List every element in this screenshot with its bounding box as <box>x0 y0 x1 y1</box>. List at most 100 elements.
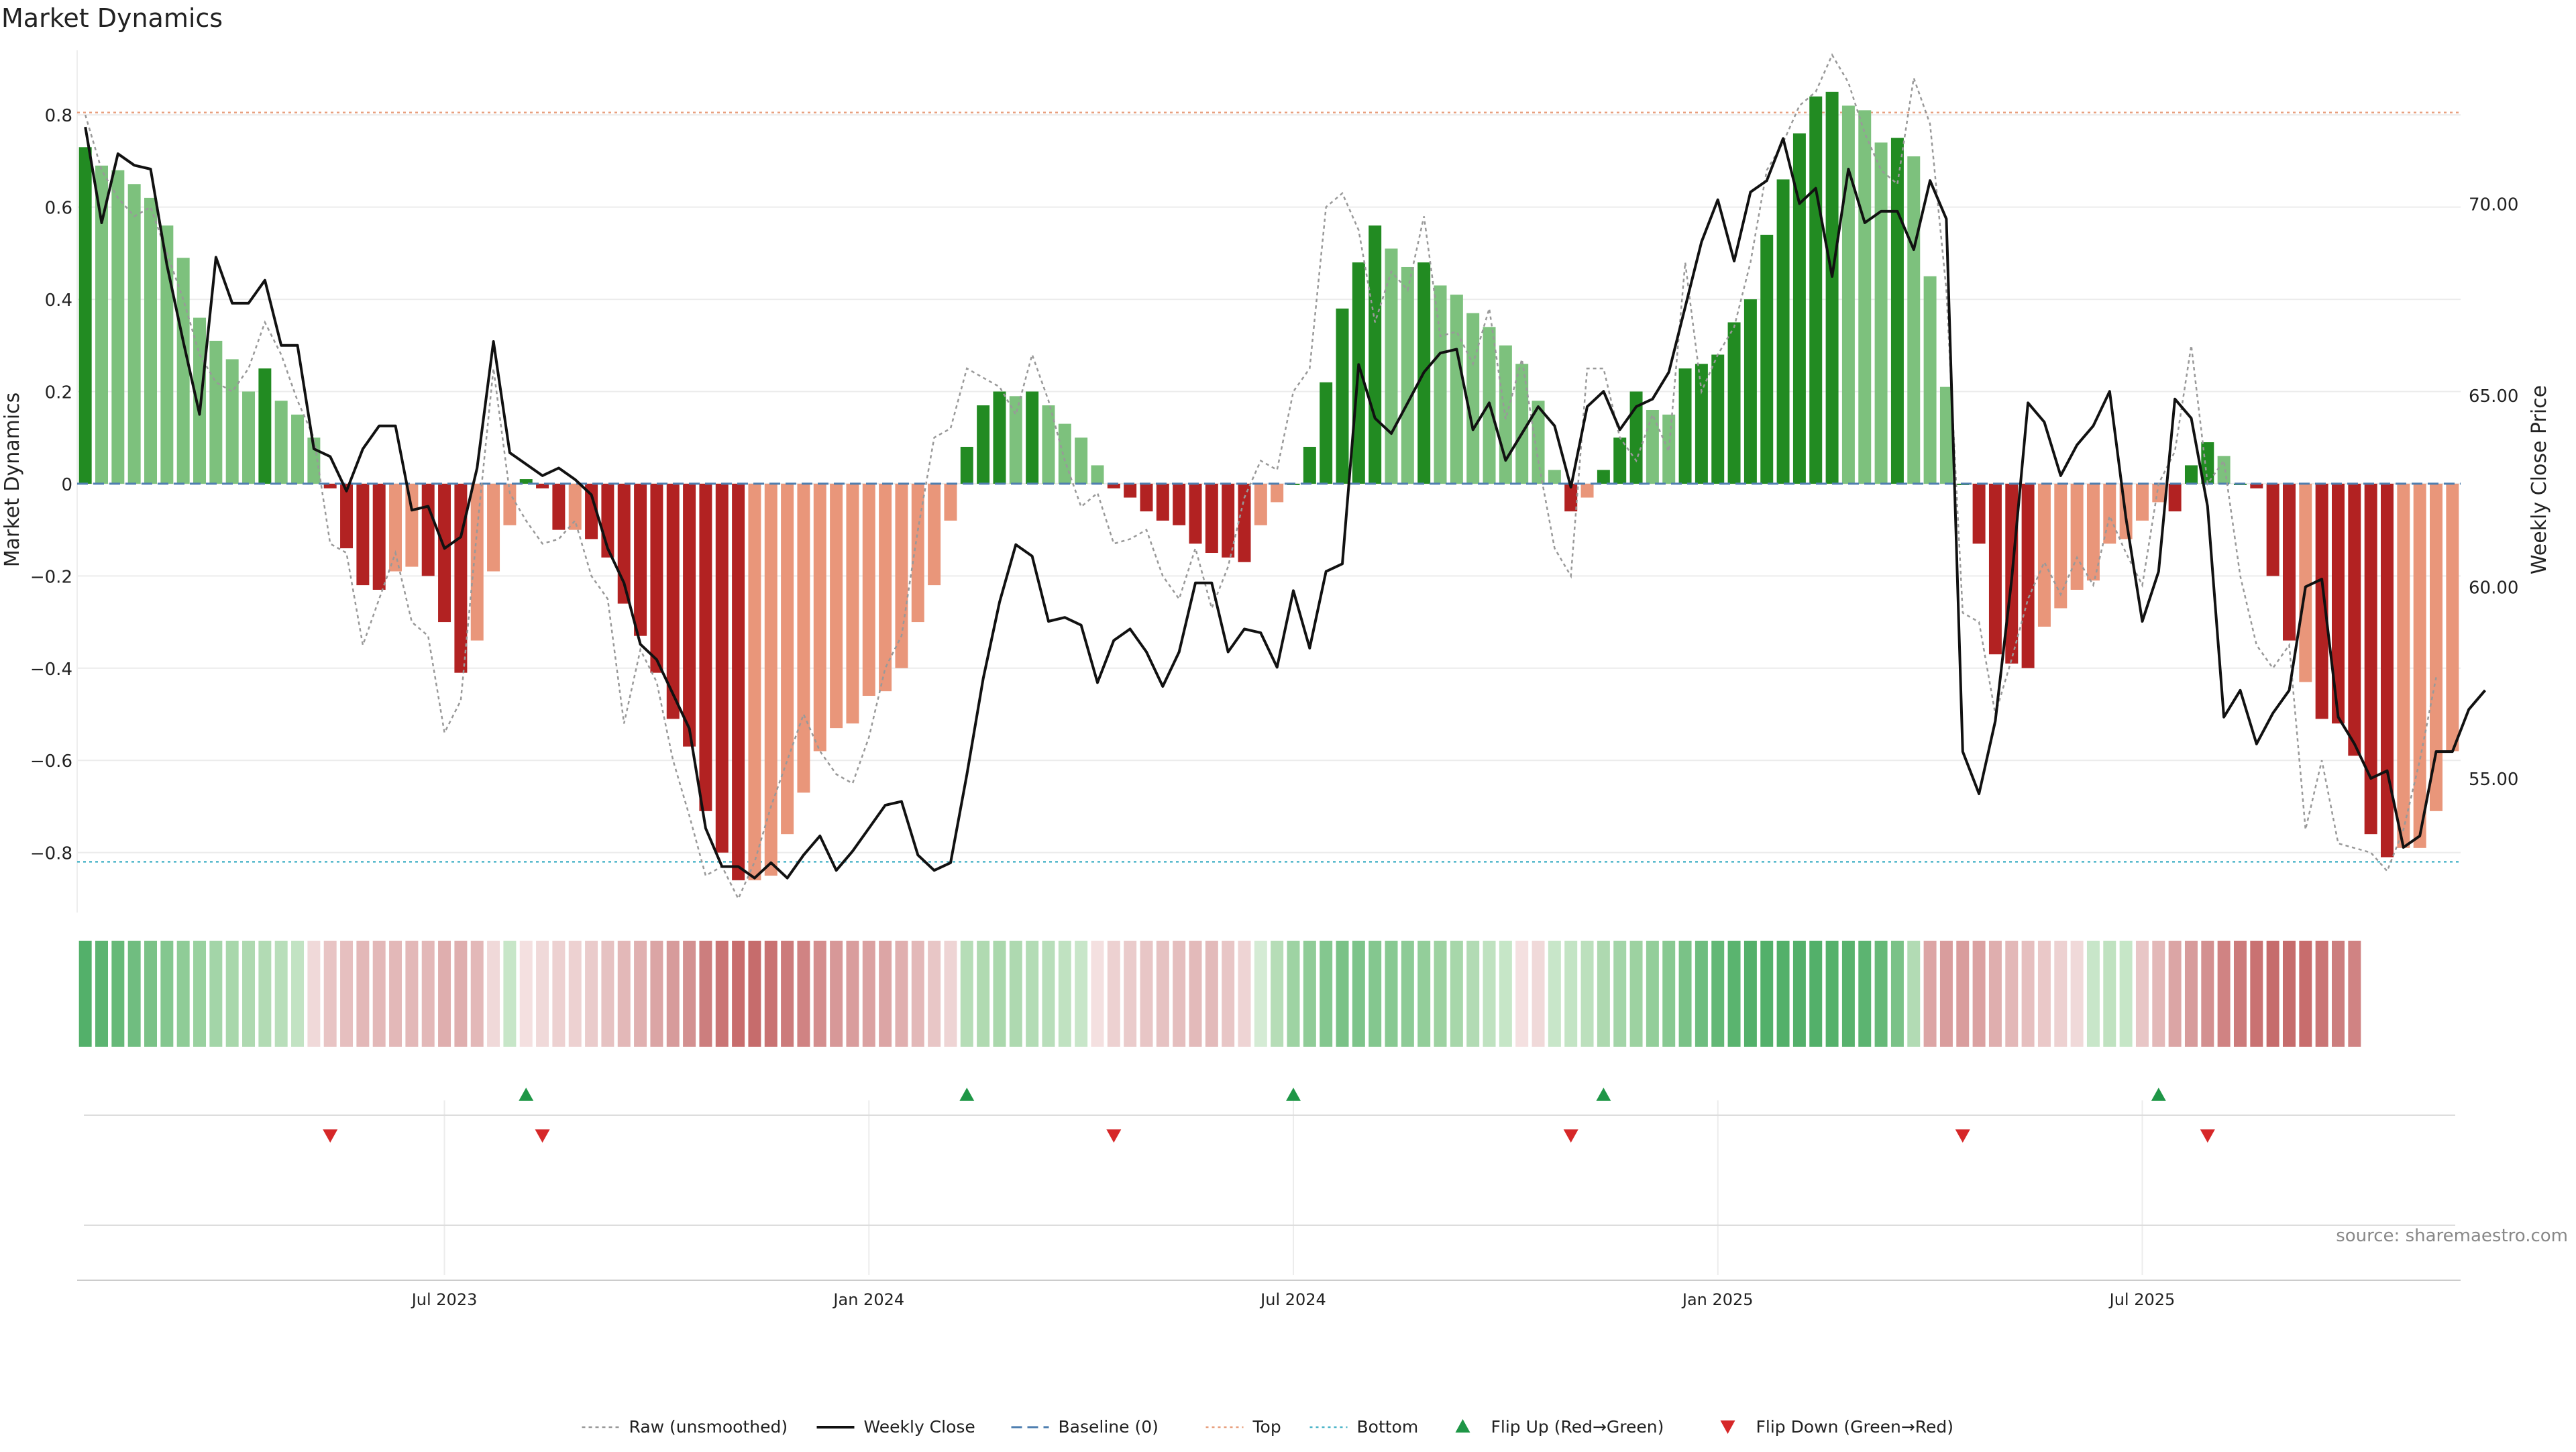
bars-layer <box>78 91 2459 880</box>
dynamics-bar <box>1695 364 1708 484</box>
dynamics-bar <box>454 483 468 673</box>
flip-down-marker <box>1106 1129 1122 1143</box>
heat-cell <box>1646 941 1659 1047</box>
heat-cell <box>1890 941 1904 1047</box>
dynamics-bar <box>1580 483 1594 498</box>
dynamics-bar <box>1646 409 1659 484</box>
heat-cell <box>1515 941 1529 1047</box>
dynamics-bar <box>862 483 875 696</box>
flip-up-marker <box>1286 1088 1301 1101</box>
dynamics-bar <box>1434 285 1447 484</box>
y-left-tick-label: 0.4 <box>45 291 72 311</box>
dynamics-bar <box>2021 483 2035 668</box>
heat-cell <box>1760 941 1774 1047</box>
heat-cell <box>291 941 305 1047</box>
dynamics-bar <box>666 483 680 719</box>
dynamics-bar <box>1515 364 1529 484</box>
legend-item-baseline: Baseline (0) <box>1011 1417 1159 1437</box>
heat-cell <box>111 941 125 1047</box>
heat-cell <box>2331 941 2345 1047</box>
x-tick-label: Jan 2025 <box>1681 1290 1754 1309</box>
y-left-tick-label: 0.8 <box>45 106 72 126</box>
heat-cell <box>209 941 223 1047</box>
heat-cell <box>1368 941 1382 1047</box>
dynamics-bar <box>2070 483 2084 590</box>
heat-cell <box>1792 941 1806 1047</box>
dynamics-bar <box>1205 483 1218 554</box>
dynamics-bar <box>438 483 451 623</box>
y-axis-left-label: Market Dynamics <box>1 393 24 568</box>
legend-label: Top <box>1252 1417 1281 1437</box>
dynamics-bar <box>503 483 517 525</box>
legend-item-raw: Raw (unsmoothed) <box>582 1417 788 1437</box>
dynamics-bar <box>2217 456 2231 484</box>
y-left-tick-label: 0.6 <box>45 199 72 219</box>
legend: Raw (unsmoothed) Weekly Close Baseline (0)… <box>582 1417 1953 1437</box>
dynamics-bar <box>2413 483 2426 848</box>
heat-cell <box>2168 941 2182 1047</box>
dynamics-bar <box>2266 483 2279 576</box>
heat-cell <box>1907 941 1921 1047</box>
tick-labels: 0.8 0.6 0.4 0.2 0 −0.2 −0.4 −0.6 −0.8 70.00 65.00 6… <box>30 106 2519 1309</box>
heat-cell <box>2266 941 2279 1047</box>
dynamics-bar <box>1091 465 1104 484</box>
heat-cell <box>1303 941 1316 1047</box>
dynamics-bar <box>2397 483 2410 848</box>
dynamics-bar <box>1629 391 1643 484</box>
dynamics-bar <box>1107 483 1120 488</box>
dynamics-bar <box>1303 446 1316 484</box>
legend-label: Baseline (0) <box>1059 1417 1159 1437</box>
heat-cell <box>1695 941 1708 1047</box>
dynamics-bar <box>1548 470 1561 484</box>
dynamics-bar <box>846 483 859 724</box>
heat-cell <box>1613 941 1627 1047</box>
heat-cell <box>977 941 990 1047</box>
dynamics-bar <box>1988 483 2002 655</box>
heat-cell <box>2037 941 2051 1047</box>
heat-cell <box>568 941 582 1047</box>
x-tick-label: Jul 2025 <box>2108 1290 2176 1309</box>
heat-cell <box>552 941 566 1047</box>
heat-cell <box>421 941 435 1047</box>
heat-cell <box>2119 941 2133 1047</box>
dynamics-bar <box>1727 322 1741 484</box>
dynamics-bar <box>960 446 973 484</box>
flip-up-marker <box>959 1088 975 1101</box>
chart-title: Market Dynamics <box>1 3 223 33</box>
dynamics-bar <box>944 483 957 521</box>
dynamics-bar <box>634 483 647 636</box>
dynamics-bar <box>389 483 402 572</box>
heat-cell <box>127 941 141 1047</box>
dynamics-bar <box>2103 483 2116 544</box>
dynamics-bar <box>2315 483 2328 719</box>
heat-cell <box>160 941 174 1047</box>
dynamics-bar <box>1890 138 1904 484</box>
heat-cell <box>846 941 859 1047</box>
heat-cell <box>323 941 337 1047</box>
dynamics-bar <box>356 483 370 586</box>
heat-cell <box>1254 941 1267 1047</box>
grid-layer <box>76 50 2461 1281</box>
dynamics-bar <box>1450 295 1463 484</box>
heat-cell <box>2086 941 2100 1047</box>
heat-cell <box>1450 941 1463 1047</box>
dynamics-bar <box>1760 234 1774 484</box>
dynamics-bar <box>111 170 125 484</box>
heat-cell <box>617 941 631 1047</box>
heat-cell <box>911 941 924 1047</box>
legend-item-top: Top <box>1205 1417 1281 1437</box>
dynamics-bar <box>2348 483 2361 756</box>
heat-cell <box>1499 941 1512 1047</box>
heat-cell <box>1434 941 1447 1047</box>
flip-down-marker <box>1563 1129 1578 1143</box>
heat-cell <box>634 941 647 1047</box>
heat-cell <box>1205 941 1218 1047</box>
heat-cell <box>1189 941 1202 1047</box>
dynamics-bar <box>470 483 484 641</box>
dynamics-bar <box>552 483 566 530</box>
heat-cell <box>1597 941 1610 1047</box>
heat-cell <box>1320 941 1333 1047</box>
heat-cell <box>2233 941 2247 1047</box>
dynamics-bar <box>1678 368 1692 484</box>
